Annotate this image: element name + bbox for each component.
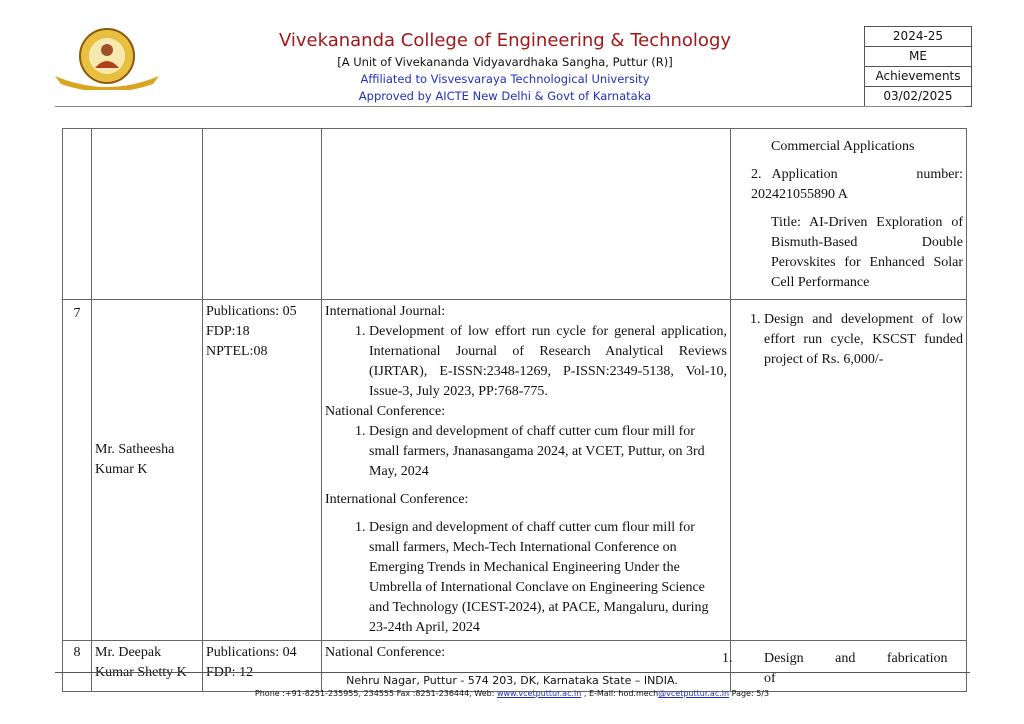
approval-line: Approved by AICTE New Delhi & Govt of Ka…: [358, 89, 652, 103]
list-item: Design and fabrication of: [764, 649, 963, 689]
document-date: 03/02/2025: [883, 89, 953, 103]
page-number: Page: 5/3: [729, 689, 770, 698]
publication-details: National Conference:: [321, 640, 731, 692]
projects: Design and development of low effort run…: [730, 299, 967, 641]
college-logo-icon: [55, 28, 159, 90]
achievements-table: Commercial Applications 2. Application nu…: [62, 128, 967, 692]
list-item: Development of low effort run cycle for …: [369, 322, 727, 402]
publication-counts: Publications: 05 FDP:18 NPTEL:08: [202, 299, 322, 641]
table-row: 7 Mr. Satheesha Kumar K Publications: 05…: [62, 299, 967, 641]
document-type: Achievements: [865, 67, 971, 87]
table-row: Commercial Applications 2. Application nu…: [62, 128, 967, 300]
project-text: Commercial Applications: [771, 139, 915, 154]
list-item: 2. Application number: 202421055890 A: [751, 167, 963, 202]
academic-year: 2024-25: [865, 27, 971, 47]
letterhead: Vivekananda College of Engineering & Tec…: [0, 0, 1024, 110]
section-heading: International Conference:: [325, 492, 469, 507]
section-heading: International Journal:: [325, 304, 446, 319]
affiliation-line: Affiliated to Visvesvaraya Technological…: [360, 72, 650, 86]
document-info-box: 2024-25 ME Achievements 03/02/2025: [864, 26, 972, 107]
table-row: 8 Mr. Deepak Kumar Shetty K Publications…: [62, 640, 967, 692]
publication-details: International Journal: Development of lo…: [321, 299, 731, 641]
header-divider: [55, 106, 965, 107]
list-item: Design and development of chaff cutter c…: [369, 518, 727, 638]
section-heading: National Conference:: [325, 645, 446, 660]
footer-divider: [55, 672, 970, 673]
college-name: Vivekananda College of Engineering & Tec…: [278, 30, 732, 51]
list-item: Design and development of chaff cutter c…: [369, 422, 727, 482]
footer-address: Nehru Nagar, Puttur - 574 203, DK, Karna…: [346, 674, 678, 687]
footer-contact: Phone :+91-8251-235955, 234555 Fax :8251…: [254, 689, 770, 698]
unit-line: [A Unit of Vivekananda Vidyavardhaka San…: [337, 55, 673, 69]
projects: Design and fabrication of: [730, 640, 967, 692]
footer: Nehru Nagar, Puttur - 574 203, DK, Karna…: [0, 674, 1024, 698]
list-item: Design and development of low effort run…: [764, 310, 963, 370]
serial-number: 7: [62, 299, 92, 641]
faculty-name: Mr. Satheesha Kumar K: [91, 299, 203, 641]
faculty-name: Mr. Deepak Kumar Shetty K: [91, 640, 203, 692]
project-title: Title: AI-Driven Exploration of Bismuth-…: [771, 215, 963, 290]
section-heading: National Conference:: [325, 404, 446, 419]
website-link[interactable]: www.vcetputtur.ac.in: [496, 689, 582, 698]
department: ME: [865, 47, 971, 67]
email-link[interactable]: @vcetputtur.ac.in: [658, 689, 730, 698]
